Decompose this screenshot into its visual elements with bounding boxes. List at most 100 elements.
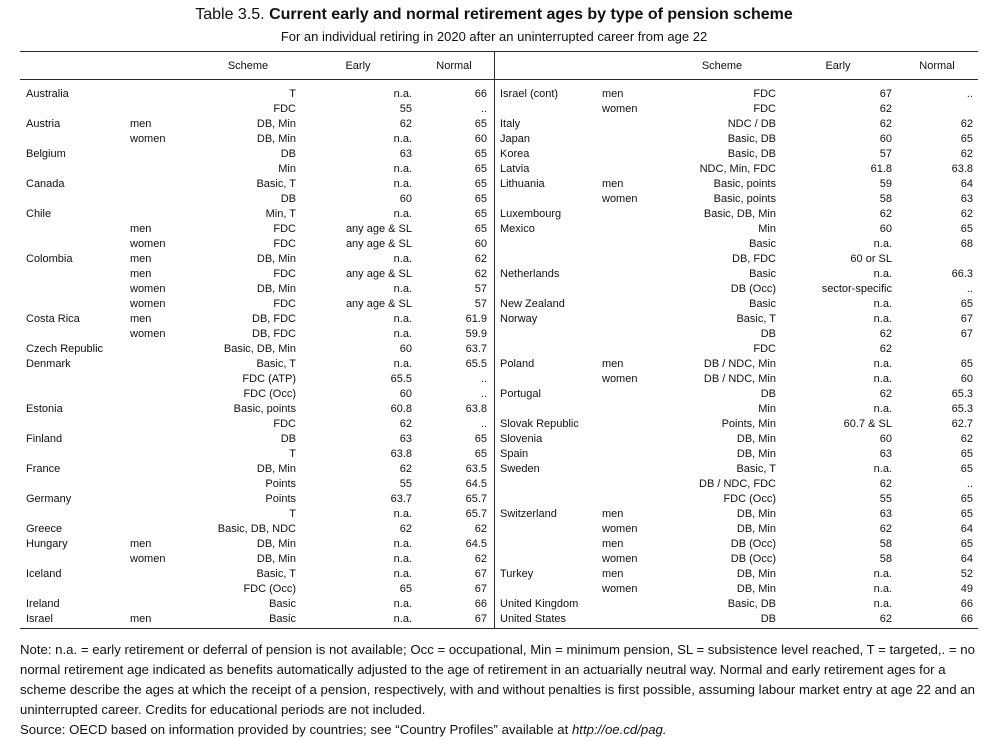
- early-cell: n.a.: [393, 538, 412, 550]
- early-cell: 58: [879, 538, 892, 550]
- early-cell: 63.8: [390, 448, 412, 460]
- divider: [494, 51, 495, 628]
- normal-cell: 65: [960, 448, 973, 460]
- normal-cell: 65: [474, 208, 487, 220]
- early-cell: 59: [879, 178, 892, 190]
- normal-cell: 62: [960, 208, 973, 220]
- sex-cell: men: [130, 538, 152, 550]
- early-cell: 61.8: [870, 163, 892, 175]
- country-cell: Mexico: [500, 223, 535, 235]
- column-header: Scheme: [701, 60, 743, 72]
- early-cell: n.a.: [393, 253, 412, 265]
- scheme-cell: FDC: [273, 268, 296, 280]
- scheme-cell: DB (Occ): [730, 553, 776, 565]
- scheme-cell: Basic, DB, Min: [223, 343, 296, 355]
- source-link: http://oe.cd/pag.: [571, 722, 667, 737]
- country-cell: Canada: [26, 178, 65, 190]
- scheme-cell: Basic, DB: [727, 148, 776, 160]
- scheme-cell: DB, Min: [736, 583, 776, 595]
- scheme-cell: T: [289, 448, 296, 460]
- early-cell: any age & SL: [345, 268, 412, 280]
- normal-cell: 62: [960, 118, 973, 130]
- sex-cell: women: [602, 553, 638, 565]
- normal-cell: 65: [474, 148, 487, 160]
- normal-cell: 63.8: [951, 163, 973, 175]
- early-cell: 62: [879, 328, 892, 340]
- country-cell: Italy: [500, 118, 521, 130]
- scheme-cell: DB / NDC, FDC: [699, 478, 776, 490]
- scheme-cell: FDC (Occ): [243, 583, 296, 595]
- early-cell: n.a.: [393, 88, 412, 100]
- normal-cell: 60: [474, 238, 487, 250]
- scheme-cell: FDC (Occ): [243, 388, 296, 400]
- normal-cell: 62: [474, 268, 487, 280]
- normal-cell: ..: [480, 418, 487, 430]
- early-cell: 63: [879, 508, 892, 520]
- early-cell: 62: [879, 613, 892, 625]
- scheme-cell: T: [289, 508, 296, 520]
- scheme-cell: Basic, DB, NDC: [217, 523, 296, 535]
- normal-cell: 67: [960, 313, 973, 325]
- early-cell: 62: [879, 103, 892, 115]
- early-cell: n.a.: [873, 298, 892, 310]
- early-cell: 60: [879, 223, 892, 235]
- normal-cell: 65: [474, 118, 487, 130]
- column-header: Normal: [436, 60, 472, 72]
- country-cell: Turkey: [500, 568, 534, 580]
- normal-cell: 62: [474, 553, 487, 565]
- scheme-cell: DB, Min: [736, 508, 776, 520]
- sex-cell: men: [602, 538, 624, 550]
- scheme-cell: Basic: [749, 238, 776, 250]
- normal-cell: 60: [960, 373, 973, 385]
- scheme-cell: Basic, DB, Min: [703, 208, 776, 220]
- normal-cell: 65: [474, 448, 487, 460]
- scheme-cell: FDC: [273, 418, 296, 430]
- scheme-cell: DB: [760, 613, 776, 625]
- country-cell: Denmark: [26, 358, 71, 370]
- country-cell: Japan: [500, 133, 530, 145]
- sex-cell: women: [130, 238, 166, 250]
- early-cell: sector-specific: [821, 283, 892, 295]
- column-header: Scheme: [227, 60, 269, 72]
- scheme-cell: DB: [760, 388, 776, 400]
- scheme-cell: DB: [280, 433, 296, 445]
- normal-cell: 65.3: [951, 403, 973, 415]
- normal-cell: 65.7: [465, 493, 487, 505]
- scheme-cell: DB, Min: [256, 253, 296, 265]
- scheme-cell: DB, Min: [736, 448, 776, 460]
- early-cell: 62: [399, 523, 412, 535]
- sex-cell: women: [602, 523, 638, 535]
- scheme-cell: Min: [758, 223, 776, 235]
- normal-cell: 63.5: [465, 463, 487, 475]
- normal-cell: 66.3: [951, 268, 973, 280]
- normal-cell: 65: [960, 358, 973, 370]
- scheme-cell: DB, Min: [256, 118, 296, 130]
- early-cell: n.a.: [393, 613, 412, 625]
- table-title: Current early and normal retirement ages…: [269, 6, 793, 23]
- normal-cell: 65.3: [951, 388, 973, 400]
- normal-cell: 59.9: [465, 328, 487, 340]
- scheme-cell: DB / NDC, Min: [703, 373, 776, 385]
- column-header: Early: [825, 60, 851, 72]
- early-cell: n.a.: [393, 328, 412, 340]
- normal-cell: 64.5: [465, 538, 487, 550]
- normal-cell: ..: [966, 478, 973, 490]
- normal-cell: 65: [960, 508, 973, 520]
- scheme-cell: Basic, T: [256, 178, 296, 190]
- early-cell: 55: [399, 103, 412, 115]
- scheme-cell: DB (Occ): [730, 538, 776, 550]
- early-cell: n.a.: [873, 313, 892, 325]
- scheme-cell: FDC: [753, 103, 776, 115]
- normal-cell: 62.7: [951, 418, 973, 430]
- country-cell: Germany: [26, 493, 72, 505]
- normal-cell: 60: [474, 133, 487, 145]
- early-cell: 62: [879, 118, 892, 130]
- scheme-cell: Min: [278, 163, 296, 175]
- normal-cell: 64: [960, 523, 973, 535]
- scheme-cell: Basic, points: [233, 403, 296, 415]
- early-cell: 63: [879, 448, 892, 460]
- country-cell: Ireland: [26, 598, 60, 610]
- scheme-cell: DB, Min: [256, 538, 296, 550]
- sex-cell: women: [130, 553, 166, 565]
